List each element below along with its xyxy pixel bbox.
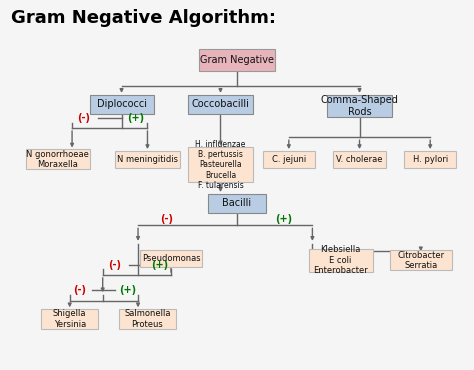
- Text: H. pylori: H. pylori: [412, 155, 448, 164]
- FancyBboxPatch shape: [209, 194, 265, 213]
- FancyBboxPatch shape: [333, 151, 386, 168]
- Text: Pseudomonas: Pseudomonas: [142, 254, 201, 263]
- FancyBboxPatch shape: [119, 309, 176, 329]
- Text: V. cholerae: V. cholerae: [336, 155, 383, 164]
- FancyBboxPatch shape: [189, 95, 253, 114]
- FancyBboxPatch shape: [90, 95, 154, 114]
- FancyBboxPatch shape: [328, 95, 392, 117]
- FancyBboxPatch shape: [41, 309, 98, 329]
- Text: (+): (+): [151, 260, 168, 270]
- FancyBboxPatch shape: [404, 151, 456, 168]
- Text: (-): (-): [160, 214, 173, 224]
- Text: (+): (+): [127, 113, 144, 123]
- Text: (+): (+): [275, 214, 292, 224]
- Text: Shigella
Yersinia: Shigella Yersinia: [53, 309, 86, 329]
- FancyBboxPatch shape: [116, 151, 180, 168]
- Text: N meningitidis: N meningitidis: [117, 155, 178, 164]
- Text: C. jejuni: C. jejuni: [272, 155, 306, 164]
- Text: Bacilli: Bacilli: [222, 198, 252, 208]
- Text: (-): (-): [108, 260, 121, 270]
- Text: H. influenzae
B. pertussis
Pasteurella
Brucella
F. tularensis: H. influenzae B. pertussis Pasteurella B…: [195, 139, 246, 190]
- Text: Coccobacilli: Coccobacilli: [191, 99, 249, 109]
- Text: (-): (-): [73, 285, 87, 295]
- FancyBboxPatch shape: [390, 250, 452, 270]
- Text: Diplococci: Diplococci: [97, 99, 146, 109]
- Text: (+): (+): [119, 285, 136, 295]
- Text: Salmonella
Proteus: Salmonella Proteus: [124, 309, 171, 329]
- FancyBboxPatch shape: [199, 50, 275, 71]
- FancyBboxPatch shape: [309, 249, 373, 272]
- Text: (-): (-): [77, 113, 91, 123]
- FancyBboxPatch shape: [263, 151, 315, 168]
- Text: Citrobacter
Serratia: Citrobacter Serratia: [397, 250, 444, 270]
- Text: Gram Negative Algorithm:: Gram Negative Algorithm:: [11, 9, 276, 27]
- FancyBboxPatch shape: [140, 250, 202, 267]
- Text: N gonorrhoeae
Moraxella: N gonorrhoeae Moraxella: [27, 149, 90, 169]
- FancyBboxPatch shape: [26, 149, 90, 169]
- FancyBboxPatch shape: [189, 147, 253, 182]
- Text: Gram Negative: Gram Negative: [200, 55, 274, 65]
- Text: Klebsiella
E coli
Enterobacter: Klebsiella E coli Enterobacter: [313, 245, 368, 275]
- Text: Comma-Shaped
Rods: Comma-Shaped Rods: [320, 95, 399, 117]
